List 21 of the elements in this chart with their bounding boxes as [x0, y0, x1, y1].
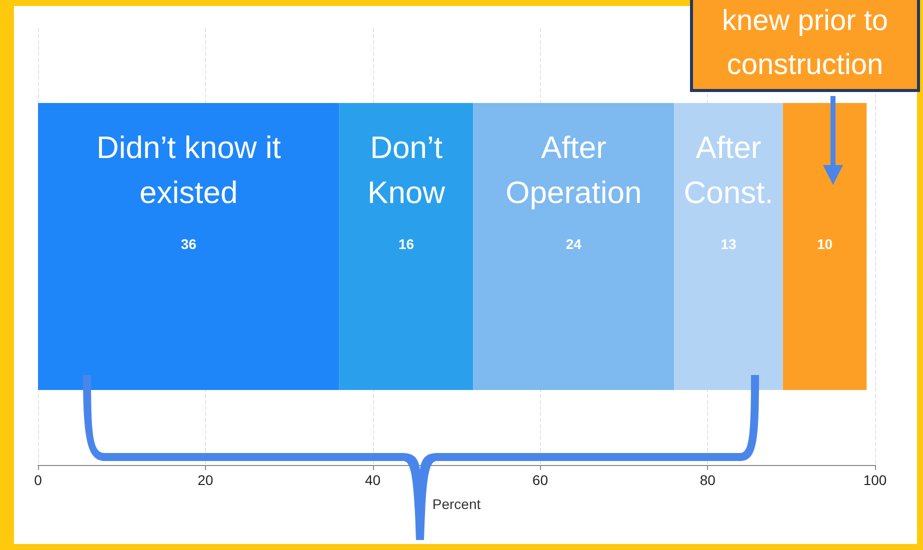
data-label: 13 — [720, 236, 737, 252]
series-label: After Operation — [506, 130, 642, 210]
bar — [782, 103, 867, 390]
series-label: Don’t Know — [368, 130, 446, 210]
data-label: 24 — [566, 236, 582, 252]
text: knew prior to construction — [690, 0, 920, 92]
bar — [674, 103, 783, 390]
x-tick-label: 80 — [700, 472, 716, 488]
x-axis-title: Percent — [432, 496, 481, 512]
data-label: 36 — [180, 236, 197, 252]
x-tick-label: 0 — [34, 472, 42, 488]
x-tick-label: 40 — [365, 472, 381, 488]
series-label: Didn’t know it existed — [96, 130, 282, 210]
data-label: 10 — [816, 236, 833, 252]
data-label: 16 — [398, 236, 414, 252]
bar — [473, 103, 674, 390]
series-label: After Const. — [684, 130, 774, 210]
x-tick-label: 20 — [198, 472, 214, 488]
x-tick-label: 60 — [532, 472, 548, 488]
bar — [339, 103, 474, 390]
x-tick-label: 100 — [863, 472, 887, 488]
